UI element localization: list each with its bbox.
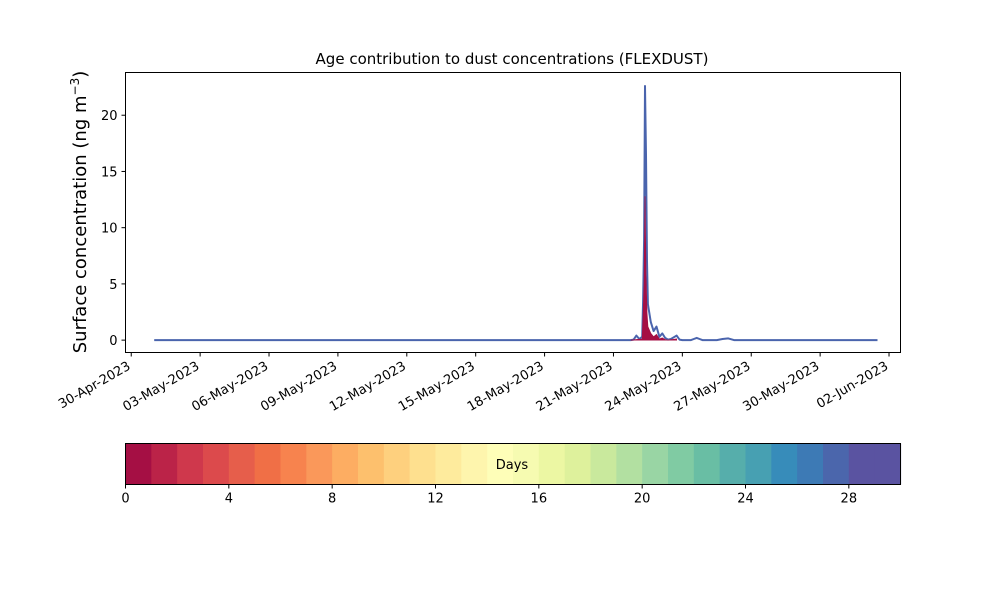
colorbar-cell	[254, 443, 282, 485]
y-tick-label: 20	[101, 109, 118, 124]
y-tick-label: 0	[109, 334, 117, 349]
chart-title: Age contribution to dust concentrations …	[316, 50, 709, 68]
colorbar-cell	[564, 443, 592, 485]
colorbar-cell	[668, 443, 695, 485]
x-tick-label: 02-Jun-2023	[814, 359, 891, 412]
y-axis-label: Surface concentration (ng m−3)	[68, 71, 91, 354]
colorbar-cell	[358, 443, 385, 485]
y-tick-label: 5	[109, 278, 117, 293]
colorbar-cell	[513, 443, 540, 485]
colorbar-tick-label: 4	[225, 492, 233, 507]
colorbar-cell	[538, 443, 566, 485]
colorbar-cell	[435, 443, 462, 485]
colorbar-tick-label: 24	[737, 492, 754, 507]
colorbar-cell	[228, 443, 256, 485]
colorbar-cell	[203, 443, 230, 485]
colorbar-cell	[874, 443, 902, 485]
colorbar-cell	[177, 443, 204, 485]
colorbar-tick-label: 0	[121, 492, 129, 507]
colorbar-cell	[383, 443, 411, 485]
colorbar-cell	[461, 443, 488, 485]
series-total-line	[154, 85, 878, 342]
colorbar-tick-label: 20	[634, 492, 651, 507]
colorbar-tick-label: 16	[531, 492, 548, 507]
colorbar-cell	[151, 443, 178, 485]
series-age-0-1-days-area	[630, 196, 677, 341]
x-tick-label: 18-May-2023	[465, 359, 547, 415]
x-tick-label: 06-May-2023	[189, 359, 271, 415]
colorbar-cell	[409, 443, 437, 485]
x-tick-label: 09-May-2023	[258, 359, 340, 415]
colorbar-frame	[125, 443, 901, 485]
colorbar-cell	[823, 443, 850, 485]
colorbar-cell	[487, 443, 514, 485]
colorbar-cell	[306, 443, 333, 485]
x-tick-label: 27-May-2023	[672, 359, 754, 415]
x-tick-label: 21-May-2023	[534, 359, 616, 415]
colorbar-cell	[280, 443, 307, 485]
x-tick-label: 15-May-2023	[396, 359, 478, 415]
x-tick-label: 24-May-2023	[603, 359, 685, 415]
colorbar-cell	[642, 443, 669, 485]
colorbar-tick-label: 28	[841, 492, 858, 507]
plot-area: 0 5 10 15 20 30-Apr-202303-May-202306-May-20…	[56, 72, 901, 415]
colorbar-cell	[797, 443, 824, 485]
colorbar-cell	[848, 443, 876, 485]
colorbar-cell	[771, 443, 798, 485]
colorbar-cell	[616, 443, 643, 485]
y-tick-label: 10	[101, 222, 118, 237]
y-axis: 0 5 10 15 20	[101, 109, 126, 349]
colorbar-label: Days	[496, 458, 529, 473]
plot-frame	[125, 72, 901, 353]
colorbar-tick-label: 8	[328, 492, 336, 507]
colorbar-cell	[719, 443, 747, 485]
x-tick-label: 12-May-2023	[327, 359, 409, 415]
series-layer	[154, 85, 878, 342]
colorbar-cell	[745, 443, 772, 485]
colorbar: Days 0 4 8 12 16 20 24 28	[121, 443, 902, 507]
colorbar-cell	[590, 443, 617, 485]
colorbar-tick-label: 12	[427, 492, 444, 507]
y-tick-label: 15	[101, 165, 118, 180]
x-tick-label: 03-May-2023	[120, 359, 202, 415]
x-axis: 30-Apr-202303-May-202306-May-202309-May-…	[56, 352, 891, 415]
colorbar-cell	[125, 443, 152, 485]
colorbar-cells	[125, 443, 902, 485]
x-tick-label: 30-May-2023	[740, 359, 822, 415]
colorbar-cell	[332, 443, 359, 485]
colorbar-cell	[693, 443, 721, 485]
colorbar-ticks: 0 4 8 12 16 20 24 28	[121, 484, 858, 507]
